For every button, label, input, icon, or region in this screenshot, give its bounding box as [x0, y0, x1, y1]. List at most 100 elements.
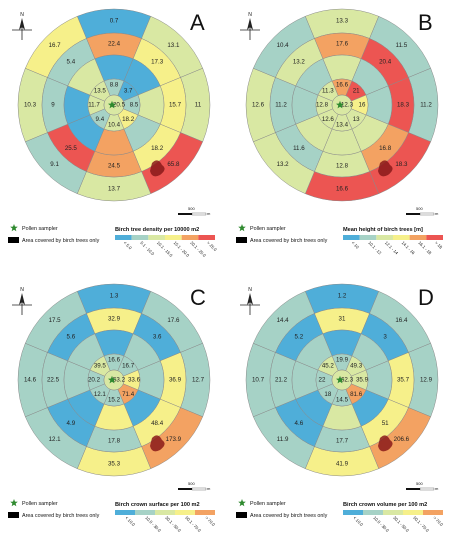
- sector-value: 16.6: [336, 82, 349, 89]
- sector-value: 51: [382, 420, 389, 427]
- north-label: N: [248, 287, 252, 293]
- legend-class-label: 12.1 - 14: [384, 240, 400, 256]
- sector-value: 32.9: [108, 316, 121, 323]
- sector-value: 9: [51, 102, 55, 109]
- pollen-sampler-star-icon: [336, 100, 344, 109]
- legend-area-label: Area covered by birch trees only: [250, 513, 328, 519]
- sector-value: 48.4: [151, 420, 164, 427]
- sector-value: 13.3: [336, 18, 349, 25]
- sector-value: 8.8: [110, 82, 119, 89]
- legend-class-swatch: [165, 235, 182, 240]
- sector-value: 31: [339, 316, 346, 323]
- ring-map-b: B N 13.3 11.5 11.2 18.3 16.6 13.2 12.6 10.4 17.6 20…: [236, 8, 444, 256]
- sector-value: 173.9: [166, 436, 182, 443]
- pollen-sampler-star-icon: [108, 375, 116, 384]
- scale-unit: m: [435, 211, 439, 216]
- sector-value: 16.6: [336, 186, 349, 193]
- sector-value: 11.7: [88, 102, 100, 109]
- legend-sampler-label: Pollen sampler: [22, 501, 58, 507]
- sector-value: 11.9: [277, 436, 289, 443]
- sector-value: 14.4: [277, 317, 290, 324]
- sector-value: 16: [359, 102, 366, 109]
- scale-bar: [178, 487, 207, 491]
- legend-class-swatch: [148, 235, 165, 240]
- sector-value: 12.7: [192, 377, 205, 384]
- sector-value: 15.2: [108, 397, 121, 404]
- sector-value: 35.3: [108, 461, 121, 468]
- sector-value: 18.2: [122, 116, 135, 123]
- sector-value: 16.7: [122, 362, 135, 369]
- sector-value: 12.9: [420, 377, 433, 384]
- north-arrow-icon: [240, 293, 260, 315]
- legend-class-label: 15.1 - 20.0: [173, 240, 191, 258]
- legend-class-swatch: [155, 510, 175, 515]
- sector-value: 0.7: [110, 18, 119, 25]
- north-arrow-icon: [12, 293, 32, 315]
- legend-class-label: > 18: [434, 240, 444, 250]
- sector-value: 11.3: [322, 87, 334, 94]
- sector-value: 17.7: [336, 438, 349, 445]
- legend-class-label: 14.1 - 16: [401, 240, 417, 256]
- legend-title: Birch tree density per 10000 m2: [115, 227, 199, 233]
- north-arrow-icon: [240, 18, 260, 40]
- sector-value: 22.5: [47, 377, 60, 384]
- legend-star-icon: [10, 499, 18, 507]
- sector-value: 11.6: [293, 145, 305, 152]
- ring-map-c: C N 1.3 17.6 12.7 173.9 35.3 12.1 14.6 17.5 32.9 3.…: [8, 283, 217, 533]
- pollen-sampler-star-icon: [336, 375, 344, 384]
- legend-class-label: 30.1 - 50.0: [392, 515, 410, 533]
- legend-class-label: < 10.0: [124, 515, 136, 527]
- legend-class-label: 5.1 - 10.0: [139, 240, 156, 257]
- legend-class-swatch: [403, 510, 423, 515]
- north-label: N: [20, 287, 24, 293]
- sector-value: 49.3: [350, 362, 363, 369]
- sector-value: 71.4: [122, 391, 135, 398]
- sector-value: 10.3: [24, 102, 37, 109]
- legend-star-icon: [10, 224, 18, 232]
- ring-map-d: D N 1.2 16.4 12.9 206.6 41.9 11.9 10.7 14.4 31 3 35.…: [236, 283, 445, 533]
- sector-value: 16.6: [108, 357, 121, 364]
- sector-value: 3.7: [124, 87, 133, 94]
- legend-sampler-label: Pollen sampler: [22, 226, 58, 232]
- legend-area-label: Area covered by birch trees only: [250, 238, 328, 244]
- sector-value: 13.2: [293, 59, 306, 66]
- scale-bar: [406, 487, 435, 491]
- sector-value: 16.8: [379, 145, 392, 152]
- legend-class-swatch: [359, 235, 377, 240]
- legend-class-label: 10.1 - 12: [367, 240, 383, 256]
- sector-value: 11.2: [420, 102, 432, 109]
- sector-value: 1.3: [110, 293, 119, 300]
- legend-class-swatch: [426, 235, 443, 240]
- sector-value: 21: [353, 87, 360, 94]
- sector-value: 3.6: [153, 334, 162, 341]
- legend-class-label: 50.1 - 70.0: [412, 515, 430, 533]
- sector-value: 35.9: [356, 377, 369, 384]
- sector-value: 10.4: [108, 122, 121, 129]
- sector-value: 20.4: [379, 59, 392, 66]
- legend-class-label: < 10.0: [352, 515, 364, 527]
- sector-value: 39.5: [94, 362, 107, 369]
- sector-value: 13: [353, 116, 360, 123]
- sector-value: 12.1: [94, 391, 107, 398]
- sector-value: 5.2: [295, 334, 304, 341]
- sector-value: 13.7: [108, 186, 121, 193]
- ring-map-a: A N 0.7 13.1 11 65.8 13.7 9.1 10.3 16.7 22.4 17.3 15…: [8, 8, 218, 258]
- birch-patch-icon: [378, 160, 393, 177]
- legend-star-icon: [238, 499, 246, 507]
- birch-patch-icon: [378, 435, 393, 452]
- legend-class-swatch: [376, 235, 393, 240]
- scale-unit: m: [435, 486, 439, 491]
- sector-value: 3: [383, 334, 387, 341]
- sector-value: 4.9: [67, 420, 76, 427]
- scale-label: 500: [416, 206, 423, 211]
- legend-sampler-label: Pollen sampler: [250, 501, 286, 507]
- sector-value: 15.7: [169, 102, 182, 109]
- sector-value: 5.6: [67, 334, 76, 341]
- scale-label: 500: [188, 481, 195, 486]
- sector-value: 16.7: [49, 42, 62, 49]
- sector-value: 5.4: [67, 59, 76, 66]
- sector-value: 25.5: [65, 145, 78, 152]
- sector-value: 12.6: [252, 102, 265, 109]
- center-value: 62.3: [341, 377, 354, 384]
- scale-unit: m: [207, 211, 211, 216]
